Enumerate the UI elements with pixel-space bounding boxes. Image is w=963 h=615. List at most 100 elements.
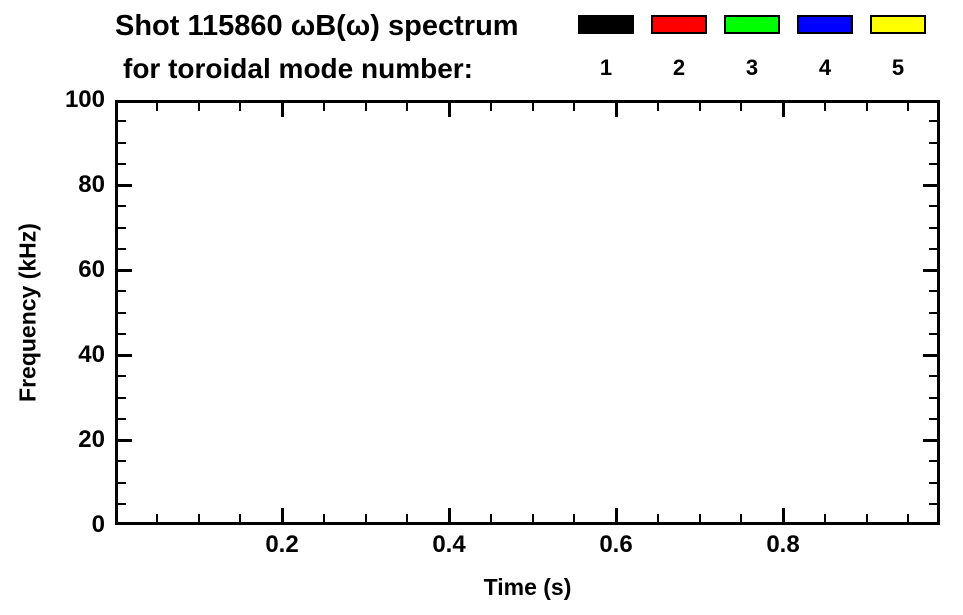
legend-swatch-n2 (651, 15, 707, 34)
y-minor-tick (929, 311, 937, 314)
x-minor-tick (489, 514, 492, 522)
y-minor-tick (929, 205, 937, 208)
x-minor-tick (907, 103, 910, 111)
x-minor-tick (865, 103, 868, 111)
x-major-tick (781, 103, 785, 117)
x-minor-tick (406, 103, 409, 111)
y-minor-tick (929, 162, 937, 165)
chart-subtitle: for toroidal mode number: (123, 53, 473, 84)
y-axis-label: Frequency (kHz) (14, 223, 41, 402)
y-major-tick (923, 183, 937, 187)
y-minor-tick (118, 375, 126, 378)
y-tick-label: 0 (91, 511, 105, 538)
y-major-tick (118, 183, 132, 187)
y-minor-tick (929, 290, 937, 293)
legend (578, 15, 926, 34)
plot-area (115, 100, 940, 525)
x-major-tick (447, 508, 451, 522)
y-minor-tick (929, 396, 937, 399)
x-minor-tick (364, 103, 367, 111)
y-major-tick (118, 438, 132, 442)
y-minor-tick (118, 162, 126, 165)
y-minor-tick (118, 120, 126, 123)
legend-swatch-n3 (724, 15, 780, 34)
x-tick-label: 0.8 (766, 531, 800, 558)
y-minor-tick (929, 141, 937, 144)
y-major-tick (118, 268, 132, 272)
y-major-tick (923, 353, 937, 357)
y-minor-tick (118, 141, 126, 144)
legend-swatch-n1 (578, 15, 634, 34)
x-minor-tick (698, 514, 701, 522)
y-minor-tick (929, 120, 937, 123)
y-minor-tick (929, 417, 937, 420)
legend-swatch-n5 (870, 15, 926, 34)
x-minor-tick (823, 103, 826, 111)
y-minor-tick (118, 481, 126, 484)
x-minor-tick (573, 103, 576, 111)
x-major-tick (614, 508, 618, 522)
legend-labels: 1 2 3 4 5 (578, 55, 926, 81)
x-minor-tick (489, 103, 492, 111)
x-minor-tick (656, 103, 659, 111)
y-tick-label: 100 (64, 86, 105, 113)
y-minor-tick (118, 226, 126, 229)
x-major-tick (447, 103, 451, 117)
x-minor-tick (239, 514, 242, 522)
x-minor-tick (364, 514, 367, 522)
y-major-tick (923, 438, 937, 442)
x-minor-tick (197, 103, 200, 111)
x-minor-tick (531, 514, 534, 522)
y-minor-tick (929, 375, 937, 378)
y-minor-tick (118, 417, 126, 420)
x-minor-tick (155, 103, 158, 111)
legend-label-n5: 5 (891, 55, 905, 80)
y-minor-tick (929, 247, 937, 250)
y-major-tick (118, 353, 132, 357)
legend-swatch-n4 (797, 15, 853, 34)
y-minor-tick (929, 502, 937, 505)
chart-title: Shot 115860 ωB(ω) spectrum (115, 10, 519, 42)
x-tick-label: 0.4 (432, 531, 466, 558)
x-minor-tick (155, 514, 158, 522)
y-minor-tick (118, 396, 126, 399)
x-minor-tick (740, 514, 743, 522)
y-minor-tick (118, 205, 126, 208)
x-tick-label: 0.6 (599, 531, 633, 558)
legend-label-n1: 1 (599, 55, 613, 80)
y-minor-tick (929, 332, 937, 335)
y-minor-tick (118, 247, 126, 250)
y-minor-tick (118, 290, 126, 293)
y-minor-tick (929, 481, 937, 484)
x-minor-tick (406, 514, 409, 522)
x-axis-label: Time (s) (483, 574, 572, 600)
x-minor-tick (823, 514, 826, 522)
legend-label-n4: 4 (818, 55, 832, 80)
x-tick-label: 0.2 (265, 531, 299, 558)
legend-label-n2: 2 (672, 55, 686, 80)
x-major-tick (280, 103, 284, 117)
x-minor-tick (239, 103, 242, 111)
x-minor-tick (740, 103, 743, 111)
y-minor-tick (929, 226, 937, 229)
y-minor-tick (118, 311, 126, 314)
legend-label-n3: 3 (745, 55, 759, 80)
y-minor-tick (118, 502, 126, 505)
y-minor-tick (929, 460, 937, 463)
x-major-tick (781, 508, 785, 522)
x-minor-tick (656, 514, 659, 522)
y-minor-tick (118, 460, 126, 463)
x-minor-tick (698, 103, 701, 111)
x-minor-tick (573, 514, 576, 522)
x-minor-tick (865, 514, 868, 522)
y-major-tick (923, 268, 937, 272)
x-minor-tick (907, 514, 910, 522)
x-minor-tick (322, 514, 325, 522)
y-minor-tick (118, 332, 126, 335)
x-minor-tick (197, 514, 200, 522)
x-minor-tick (531, 103, 534, 111)
x-minor-tick (322, 103, 325, 111)
x-major-tick (280, 508, 284, 522)
x-major-tick (614, 103, 618, 117)
